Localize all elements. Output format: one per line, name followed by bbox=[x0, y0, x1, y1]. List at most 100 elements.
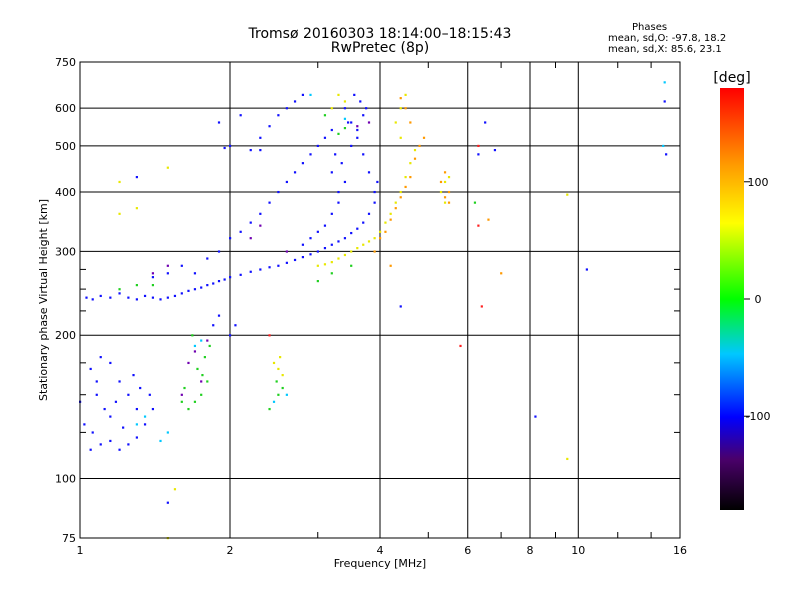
data-point bbox=[353, 93, 356, 96]
data-point bbox=[362, 153, 365, 156]
data-point bbox=[99, 356, 102, 359]
data-point bbox=[285, 250, 288, 253]
x-axis-label: Frequency [MHz] bbox=[334, 557, 426, 570]
data-point bbox=[389, 264, 392, 267]
data-point bbox=[132, 374, 135, 377]
data-point bbox=[443, 180, 447, 184]
data-point bbox=[473, 201, 477, 204]
data-point bbox=[135, 175, 138, 179]
data-point bbox=[229, 237, 232, 240]
data-point bbox=[293, 258, 297, 262]
data-point bbox=[330, 171, 333, 174]
data-point bbox=[217, 121, 221, 124]
colorbar-tick-label: -100 bbox=[746, 410, 771, 423]
data-point bbox=[180, 393, 183, 396]
data-point bbox=[293, 100, 297, 103]
y-tick-labels: 75 100 200 300 400 500 600 750 bbox=[55, 56, 76, 545]
data-point bbox=[200, 380, 203, 383]
data-point bbox=[259, 268, 262, 271]
x-tick-label: 4 bbox=[377, 544, 384, 557]
data-point bbox=[201, 374, 204, 377]
data-point bbox=[362, 243, 365, 246]
data-point bbox=[323, 263, 327, 266]
data-point bbox=[193, 288, 197, 291]
data-point bbox=[206, 284, 209, 287]
data-point bbox=[259, 212, 262, 215]
data-point bbox=[118, 288, 121, 291]
data-point bbox=[367, 171, 371, 174]
data-point bbox=[389, 218, 392, 221]
data-point bbox=[373, 237, 376, 240]
data-point bbox=[399, 97, 402, 100]
data-point bbox=[135, 436, 138, 439]
data-point bbox=[200, 286, 203, 289]
data-point bbox=[217, 250, 221, 253]
data-point bbox=[343, 127, 347, 130]
data-point bbox=[206, 380, 209, 383]
data-point bbox=[337, 190, 340, 194]
data-point bbox=[350, 250, 353, 253]
data-point bbox=[249, 148, 252, 152]
colorbar-tick-label: 100 bbox=[748, 176, 769, 189]
data-point bbox=[663, 100, 666, 103]
data-point bbox=[365, 107, 368, 110]
data-point bbox=[447, 201, 451, 204]
data-point bbox=[309, 237, 312, 240]
x-tick-label: 2 bbox=[227, 544, 234, 557]
data-point bbox=[217, 314, 221, 317]
data-point bbox=[413, 148, 417, 152]
data-point bbox=[148, 393, 151, 396]
data-point bbox=[135, 284, 138, 287]
data-point bbox=[399, 305, 402, 308]
data-point bbox=[151, 276, 155, 279]
data-point bbox=[193, 350, 197, 353]
data-point bbox=[166, 296, 169, 299]
data-point bbox=[337, 201, 340, 204]
data-point bbox=[323, 247, 327, 250]
data-point bbox=[249, 270, 252, 273]
data-point bbox=[477, 224, 480, 227]
data-point bbox=[109, 296, 112, 299]
colorbar bbox=[720, 88, 744, 510]
data-point bbox=[316, 144, 319, 148]
y-tick-label: 500 bbox=[55, 140, 76, 153]
data-point bbox=[439, 190, 443, 194]
data-point bbox=[180, 292, 183, 295]
data-point bbox=[143, 423, 147, 426]
data-point bbox=[409, 162, 412, 165]
phase-stats-o: mean, sd,O: -97.8, 18.2 bbox=[608, 33, 727, 44]
data-point bbox=[212, 324, 215, 327]
data-point bbox=[268, 266, 271, 269]
y-tick-label: 200 bbox=[55, 329, 76, 342]
data-point bbox=[493, 148, 497, 152]
y-tick-label: 300 bbox=[55, 245, 76, 258]
data-point bbox=[330, 243, 333, 246]
data-point bbox=[350, 231, 353, 235]
data-point bbox=[399, 190, 402, 194]
x-tick-label: 8 bbox=[527, 544, 534, 557]
data-point bbox=[350, 264, 353, 267]
data-point bbox=[99, 294, 102, 298]
data-point bbox=[447, 175, 451, 179]
data-point bbox=[316, 250, 319, 253]
data-point bbox=[89, 367, 92, 371]
data-point bbox=[404, 175, 407, 179]
data-point bbox=[166, 501, 169, 504]
data-point bbox=[285, 393, 288, 396]
data-point bbox=[159, 439, 162, 443]
data-point bbox=[259, 224, 262, 227]
data-point bbox=[362, 114, 365, 117]
x-tick-labels: 1 2 4 6 8 10 16 bbox=[77, 544, 688, 557]
data-point bbox=[663, 81, 666, 84]
data-point bbox=[229, 334, 232, 337]
data-point bbox=[379, 230, 382, 233]
data-point bbox=[394, 207, 397, 210]
data-point bbox=[151, 272, 155, 275]
data-point bbox=[200, 393, 203, 396]
data-point bbox=[268, 201, 271, 204]
data-point bbox=[323, 224, 327, 227]
data-point bbox=[166, 166, 169, 169]
data-point bbox=[418, 144, 421, 148]
x-tick-label: 10 bbox=[571, 544, 585, 557]
data-point bbox=[118, 448, 121, 451]
